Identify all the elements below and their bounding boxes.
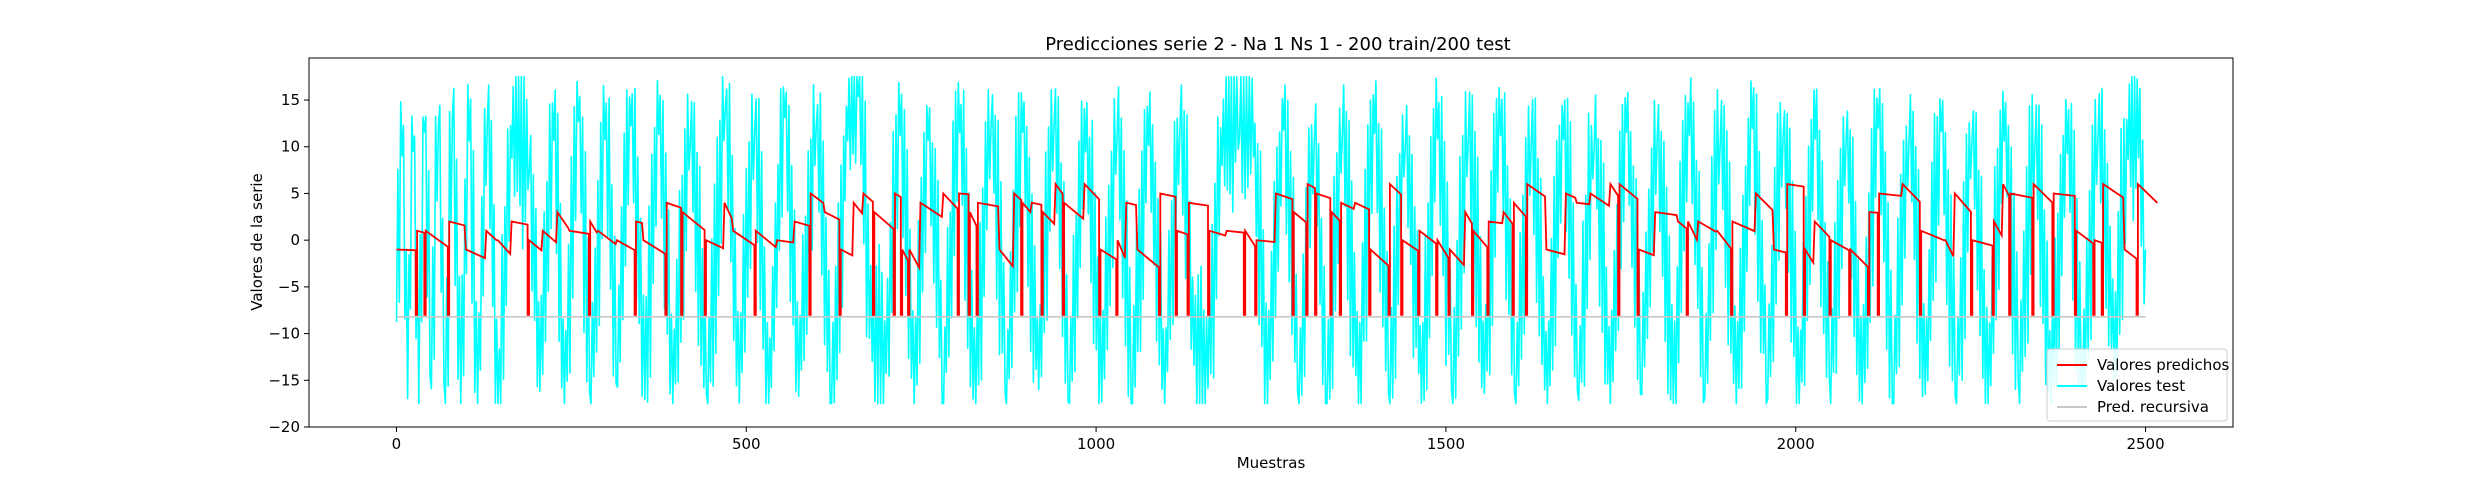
- x-tick-label: 2000: [1777, 435, 1815, 453]
- x-tick-label: 1000: [1077, 435, 1115, 453]
- legend-label-valores-predichos: Valores predichos: [2097, 356, 2229, 374]
- y-tick-label: −15: [268, 371, 300, 389]
- y-axis-ticks: −20 −15 −10 −5 0 5 10 15: [268, 91, 309, 436]
- legend-label-valores-test: Valores test: [2097, 377, 2185, 395]
- series-valores-test: [395, 75, 2147, 405]
- y-tick-label: −5: [278, 278, 300, 296]
- y-tick-label: 0: [290, 231, 300, 249]
- y-tick-label: 15: [281, 91, 300, 109]
- legend: Valores predichos Valores test Pred. rec…: [2046, 348, 2229, 422]
- y-tick-label: 10: [281, 138, 300, 156]
- series-valores-predichos: [396, 181, 2158, 316]
- legend-label-pred-recursiva: Pred. recursiva: [2097, 398, 2209, 416]
- y-axis-label: Valores de la serie: [248, 173, 266, 311]
- y-tick-label: −10: [268, 325, 300, 343]
- chart-title: Predicciones serie 2 - Na 1 Ns 1 - 200 t…: [1045, 34, 1511, 55]
- axes-frame: [308, 57, 2234, 428]
- x-axis-label: Muestras: [1237, 454, 1306, 472]
- x-tick-label: 500: [732, 435, 761, 453]
- x-tick-label: 2500: [2126, 435, 2164, 453]
- y-tick-label: −20: [268, 418, 300, 436]
- legend-box: [2046, 348, 2228, 422]
- plot-area: [308, 57, 2234, 428]
- x-axis-ticks: 0 500 1000 1500 2000 2500: [392, 427, 2165, 453]
- series-line-valores-predichos: [396, 181, 2158, 316]
- y-tick-label: 5: [290, 184, 300, 202]
- series-line-valores-test: [395, 75, 2147, 405]
- x-tick-label: 0: [392, 435, 402, 453]
- x-tick-label: 1500: [1427, 435, 1465, 453]
